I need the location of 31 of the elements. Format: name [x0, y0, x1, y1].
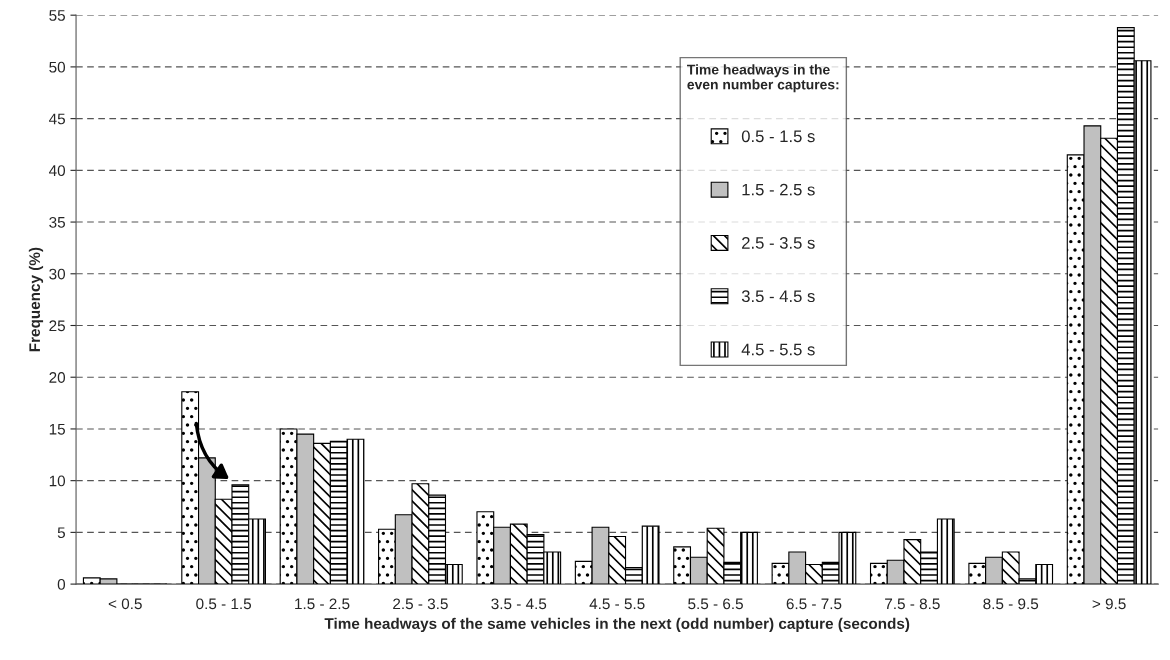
legend-label: 2.5 - 3.5 s	[742, 237, 815, 249]
x-tick-label: 4.5 - 5.5	[589, 598, 645, 610]
x-tick-label: 6.5 - 7.5	[786, 598, 842, 610]
legend-label: 4.5 - 5.5 s	[741, 343, 815, 356]
x-tick-label: > 9.5	[1092, 598, 1126, 610]
legend-label: 3.5 - 4.5 s	[741, 290, 815, 303]
y-tick-label: 25	[49, 320, 65, 332]
y-tick-label: 0	[57, 578, 66, 590]
x-tick-label: < 0.5	[108, 598, 142, 610]
y-tick-label: 55	[49, 10, 65, 21]
y-tick-label: 35	[49, 216, 65, 228]
y-tick-label: 50	[49, 61, 66, 73]
x-tick-label: 3.5 - 4.5	[491, 598, 547, 610]
y-tick-label: 15	[49, 423, 65, 435]
x-tick-label: 2.5 - 3.5	[393, 598, 448, 610]
legend-label: 1.5 - 2.5 s	[742, 183, 815, 196]
legend-label: 0.5 - 1.5 s	[741, 130, 815, 143]
y-tick-label: 10	[49, 475, 66, 487]
x-tick-label: 0.5 - 1.5	[196, 598, 252, 610]
x-tick-label: 8.5 - 9.5	[983, 598, 1039, 610]
y-axis-title: Frequency (%)	[28, 247, 44, 352]
y-tick-label: 40	[48, 165, 66, 177]
y-tick-label: 45	[48, 113, 65, 125]
y-tick-label: 20	[49, 372, 66, 383]
x-tick-label: 1.5 - 2.5	[295, 598, 350, 610]
x-axis-title: Time headways of the same vehicles in the next (odd number) capture (seconds)	[324, 617, 910, 633]
y-tick-label: 5	[57, 527, 65, 539]
x-tick-label: 5.5 - 6.5	[688, 598, 743, 610]
x-tick-label: 7.5 - 8.5	[885, 598, 940, 610]
y-tick-label: 30	[49, 268, 66, 280]
legend-title: Time headways in the even number captures:	[687, 64, 839, 93]
